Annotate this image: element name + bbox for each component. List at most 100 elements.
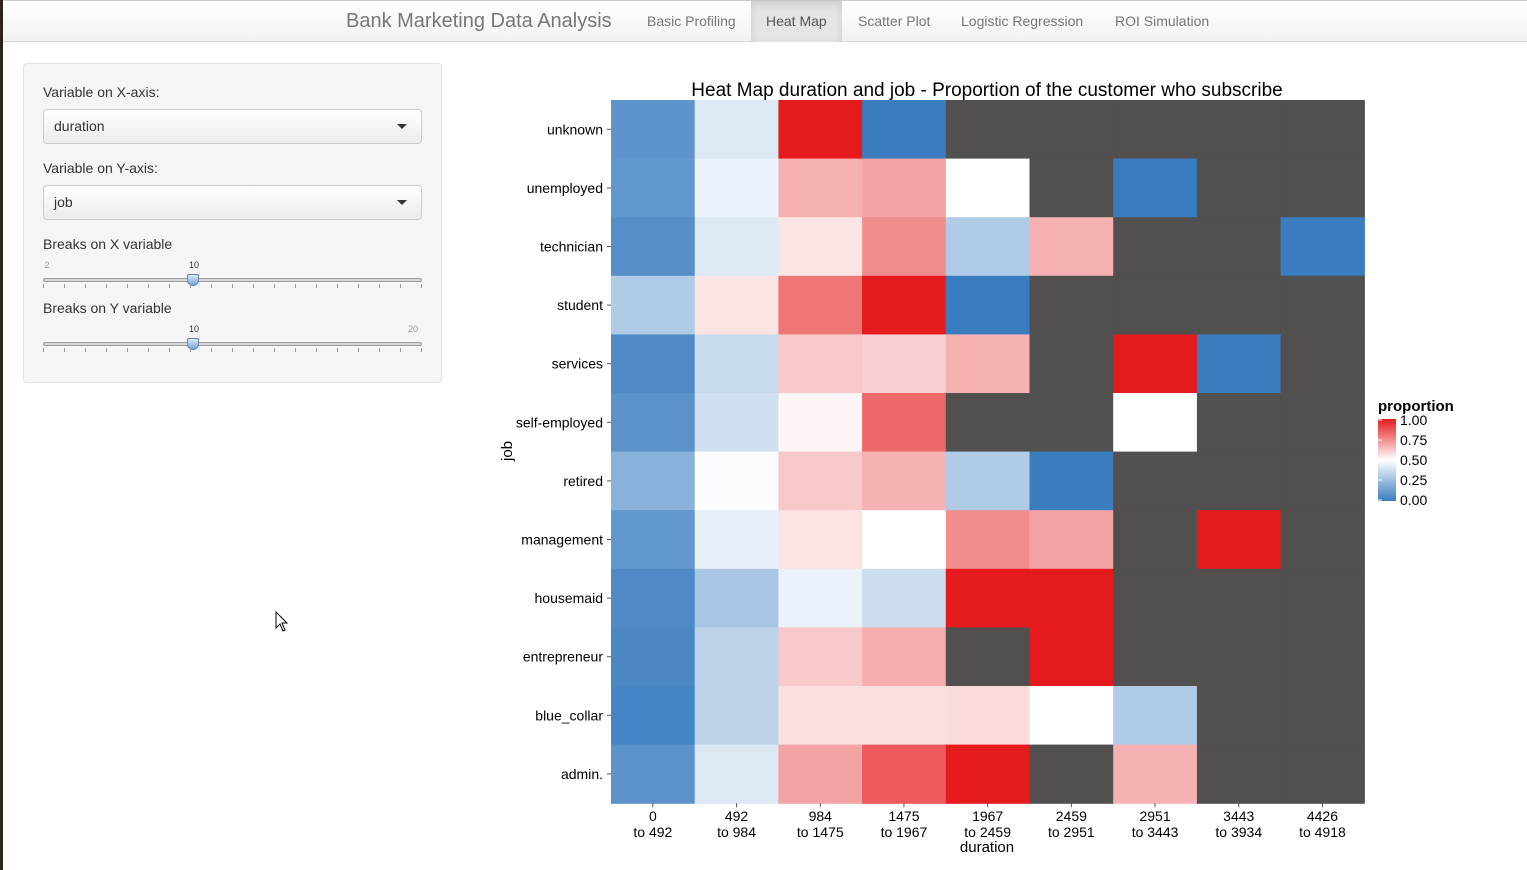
heatmap-cell (1196, 158, 1282, 218)
heatmap-cell (1280, 568, 1365, 628)
y-tick-label: management (521, 532, 603, 548)
slider-tick (421, 348, 422, 352)
heatmap-cell (1113, 744, 1198, 804)
heatmap-cell (1029, 510, 1114, 570)
x-axis-select[interactable]: duration (43, 109, 422, 144)
heatmap-cell (611, 158, 696, 218)
heatmap-cell (1196, 100, 1282, 160)
slider-tick (400, 348, 401, 352)
slider-tick (43, 284, 44, 288)
tab-heat-map[interactable]: Heat Map (751, 1, 842, 42)
heatmap-cell (862, 275, 947, 335)
breaks-y-slider[interactable]: 20 10 (43, 324, 422, 364)
slider-tick (127, 284, 128, 288)
heatmap-cell (694, 627, 779, 687)
breaks-x-handle[interactable] (187, 274, 199, 286)
y-axis-value: job (54, 194, 73, 210)
heatmap-cell (945, 510, 1031, 570)
legend-tick-label: 1.00 (1400, 412, 1427, 428)
breaks-y-handle[interactable] (187, 338, 199, 350)
heatmap-cell (862, 568, 947, 628)
x-tick-label: 492 (725, 808, 749, 824)
legend-title: proportion (1378, 398, 1454, 415)
chevron-down-icon (397, 200, 407, 205)
breaks-y-value-label: 10 (188, 324, 200, 334)
slider-tick (253, 348, 254, 352)
heatmap-cell (778, 275, 863, 335)
breaks-x-slider[interactable]: 2 10 (43, 260, 422, 300)
heatmap-cell (694, 686, 779, 746)
heatmap-cells (611, 100, 1365, 804)
y-tick-label: retired (563, 473, 603, 489)
heatmap-cell (1280, 744, 1365, 804)
heatmap-cell (1280, 158, 1365, 218)
x-tick-label: 984 (809, 808, 833, 824)
heatmap-cell (1196, 510, 1282, 570)
heatmap-cell (1113, 510, 1198, 570)
slider-tick (148, 348, 149, 352)
heatmap-cell (694, 100, 779, 160)
slider-tick (295, 348, 296, 352)
slider-tick (85, 284, 86, 288)
heatmap-cell (1029, 393, 1114, 453)
x-tick-label: to 1967 (881, 824, 928, 840)
x-tick-label: to 984 (717, 824, 756, 840)
breaks-y-ticks (43, 348, 422, 354)
x-tick-label: to 2459 (964, 824, 1011, 840)
slider-tick (148, 284, 149, 288)
heatmap-cell (945, 627, 1031, 687)
heatmap-cell (1113, 393, 1198, 453)
legend-tick-label: 0.00 (1400, 492, 1427, 508)
slider-tick (232, 284, 233, 288)
heatmap-cell (694, 393, 779, 453)
window-edge (0, 0, 3, 870)
heatmap-cell (1196, 744, 1282, 804)
y-axis-select[interactable]: job (43, 185, 422, 220)
y-tick-label: housemaid (535, 590, 604, 606)
heatmap-cell (778, 158, 863, 218)
navbar: Bank Marketing Data Analysis Basic Profi… (3, 0, 1527, 42)
slider-tick (379, 284, 380, 288)
x-tick-label: to 1475 (797, 824, 844, 840)
tab-scatter-plot[interactable]: Scatter Plot (858, 13, 931, 29)
x-tick-label: to 2951 (1048, 824, 1095, 840)
heatmap-cell (611, 627, 696, 687)
heatmap-cell (1113, 627, 1198, 687)
x-tick-label: 3443 (1223, 808, 1254, 824)
heatmap-cell (694, 275, 779, 335)
heatmap-cell (694, 451, 779, 511)
x-tick-label: to 4918 (1299, 824, 1346, 840)
y-axis-title: job (499, 441, 516, 462)
heatmap-cell (1029, 217, 1114, 277)
slider-tick (253, 284, 254, 288)
heatmap-cell (1280, 627, 1365, 687)
slider-tick (400, 284, 401, 288)
legend-tick-label: 0.25 (1400, 472, 1427, 488)
slider-tick (85, 348, 86, 352)
slider-tick (316, 284, 317, 288)
slider-tick (274, 284, 275, 288)
tab-basic-profiling[interactable]: Basic Profiling (647, 13, 736, 29)
heatmap-cell (1029, 451, 1114, 511)
heatmap-cell (1280, 100, 1365, 160)
y-tick-label: technician (540, 239, 603, 255)
tab-logistic-regression[interactable]: Logistic Regression (961, 13, 1084, 29)
heatmap-cell (862, 627, 947, 687)
heatmap-cell (945, 100, 1031, 160)
heatmap-cell (611, 100, 696, 160)
y-tick-label: unknown (547, 121, 603, 137)
slider-tick (64, 348, 65, 352)
heatmap-cell (611, 510, 696, 570)
tab-roi-simulation[interactable]: ROI Simulation (1115, 13, 1210, 29)
breaks-x-ticks (43, 284, 422, 290)
slider-tick (295, 284, 296, 288)
heatmap-cell (694, 568, 779, 628)
heatmap-cell (611, 334, 696, 394)
heatmap-cell (1113, 334, 1198, 394)
heatmap-cell (611, 451, 696, 511)
heatmap-cell (778, 568, 863, 628)
heatmap-cell (694, 217, 779, 277)
heatmap-cell (862, 451, 947, 511)
breaks-x-min-label: 2 (44, 260, 50, 270)
